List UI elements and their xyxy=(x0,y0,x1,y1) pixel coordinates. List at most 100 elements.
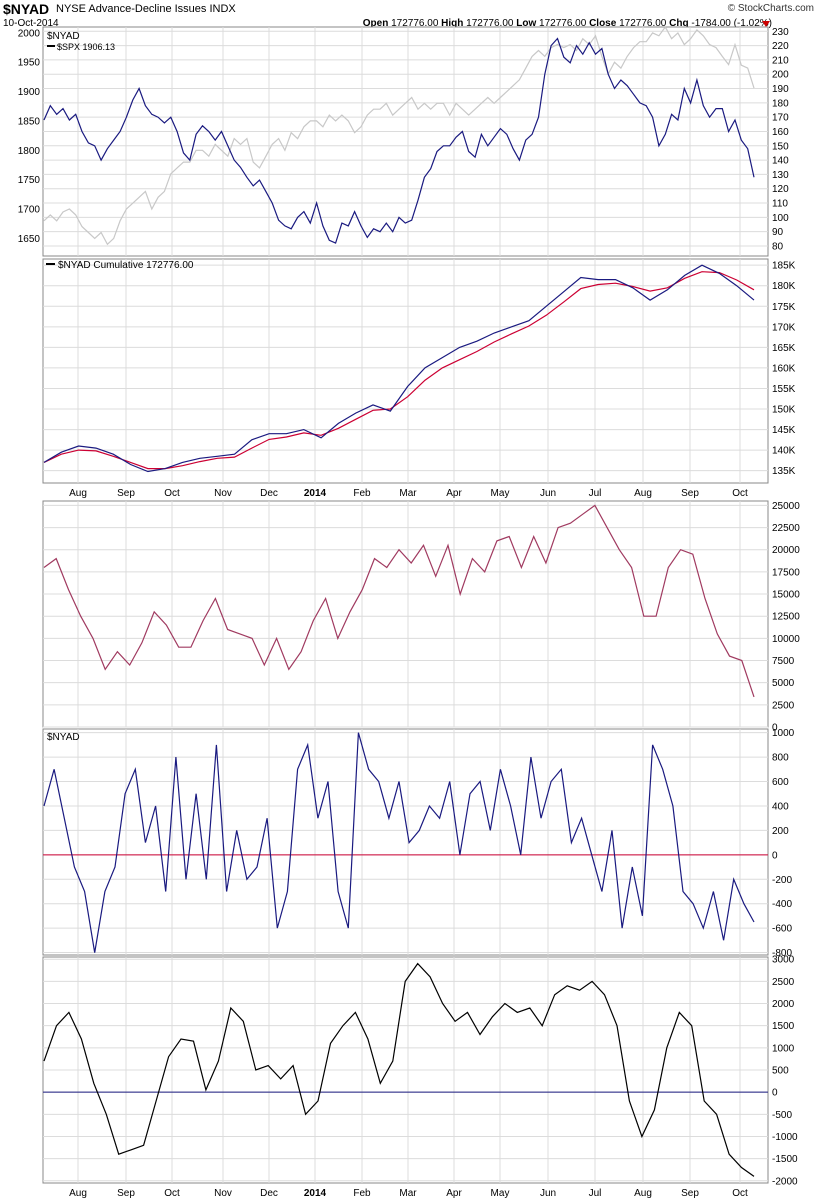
panel-2-x-tick-label: 2014 xyxy=(304,488,327,499)
panel-2-x-tick-label: May xyxy=(491,488,510,499)
panel-2-y-tick-label: 170K xyxy=(772,322,796,333)
panel-2-x-tick-label: Aug xyxy=(69,488,87,499)
panel-5-y-tick-label: 1500 xyxy=(772,1021,795,1032)
panel-5-x-tick-label: Aug xyxy=(69,1188,87,1199)
panel-5-x-tick-label: Sep xyxy=(681,1188,699,1199)
panel-1-y-right-tick-label: 110 xyxy=(772,199,788,210)
legend-nyad: $NYAD xyxy=(47,31,80,42)
panel-4-y-tick-label: -600 xyxy=(772,924,792,935)
panel-2-y-tick-label: 175K xyxy=(772,302,796,313)
panel-2-y-tick-label: 160K xyxy=(772,363,796,374)
panel-2-x-tick-label: Sep xyxy=(681,488,699,499)
open-value: 172776.00 xyxy=(391,18,439,29)
panel-1-y-left-tick-label: 1650 xyxy=(18,234,41,245)
panel-1-y-right-tick-label: 180 xyxy=(772,98,789,109)
panel-3-y-tick-label: 10000 xyxy=(772,634,800,645)
panel-3-y-tick-label: 25000 xyxy=(772,501,800,512)
panel-3-y-tick-label: 22500 xyxy=(772,523,800,534)
panel-5-y-tick-label: -500 xyxy=(772,1110,792,1121)
panel-3-y-tick-label: 0 xyxy=(772,723,778,734)
low-label: Low xyxy=(516,18,537,29)
panel-3-series-line xyxy=(43,504,755,698)
panel-1-y-left-tick-label: 1750 xyxy=(18,175,41,186)
panel-5-x-tick-label: Mar xyxy=(399,1188,417,1199)
panel-3-y-tick-label: 2500 xyxy=(772,700,795,711)
panel-4-y-tick-label: 800 xyxy=(772,753,789,764)
high-label: High xyxy=(441,18,464,29)
panel-2-x-tick-label: Feb xyxy=(353,488,371,499)
panel-1-y-left-tick-label: 1700 xyxy=(18,205,41,216)
panel-5-x-tick-label: Jul xyxy=(589,1188,602,1199)
panel-5-x-tick-label: Jun xyxy=(540,1188,556,1199)
panel-2-y-tick-label: 150K xyxy=(772,405,796,416)
high-value: 172776.00 xyxy=(466,18,514,29)
nyad-series-line xyxy=(43,37,755,244)
panel-5-x-tick-label: Feb xyxy=(353,1188,371,1199)
symbol-description: NYSE Advance-Decline Issues INDX xyxy=(56,3,236,15)
panel-2-x-tick-label: Mar xyxy=(399,488,417,499)
panel-1-y-left-tick-label: 2000 xyxy=(18,28,41,39)
panel-5-y-tick-label: 0 xyxy=(772,1088,778,1099)
legend-panel-4: $NYAD xyxy=(47,732,80,743)
panel-3-y-tick-label: 7500 xyxy=(772,656,795,667)
panel-2-x-tick-label: Jul xyxy=(589,488,602,499)
panel-1-y-right-tick-label: 90 xyxy=(772,227,784,238)
panel-3-frame xyxy=(42,500,769,728)
panel-1-y-right-tick-label: 190 xyxy=(772,84,789,95)
panel-2-y-tick-label: 180K xyxy=(772,281,796,292)
panel-1-y-right-tick-label: 210 xyxy=(772,55,789,66)
panel-5-y-tick-label: -1000 xyxy=(772,1132,798,1143)
panel-5-x-tick-label: Oct xyxy=(732,1188,748,1199)
legend-spx: $SPX 1906.13 xyxy=(57,42,115,52)
cumulative-line xyxy=(43,264,755,473)
panel-2-y-tick-label: 155K xyxy=(772,384,796,395)
panel-4-y-tick-label: 600 xyxy=(772,777,789,788)
panel-5-y-tick-label: -2000 xyxy=(772,1176,798,1187)
ohlc-readout: Open 172776.00 High 172776.00 Low 172776… xyxy=(363,18,772,29)
panel-3-y-tick-label: 12500 xyxy=(772,612,800,623)
panel-1-y-left-tick-label: 1850 xyxy=(18,116,41,127)
panel-1-y-right-tick-label: 120 xyxy=(772,184,789,195)
panel-2-y-tick-label: 135K xyxy=(772,466,796,477)
panel-2-y-tick-label: 145K xyxy=(772,425,796,436)
panel-1-y-right-tick-label: 100 xyxy=(772,213,789,224)
panel-5-y-tick-label: 1000 xyxy=(772,1043,795,1054)
panel-5-x-tick-label: Oct xyxy=(164,1188,180,1199)
down-triangle-icon xyxy=(762,21,770,27)
symbol: $NYAD xyxy=(3,1,50,17)
panel-1-y-right-tick-label: 170 xyxy=(772,113,789,124)
panel-1-y-right-tick-label: 80 xyxy=(772,241,784,252)
close-label: Close xyxy=(589,18,617,29)
panel-5-x-tick-label: Dec xyxy=(260,1188,278,1199)
panel-5-x-tick-label: Nov xyxy=(214,1188,232,1199)
panel-3-y-tick-label: 15000 xyxy=(772,590,800,601)
panel-5-y-tick-label: 2500 xyxy=(772,977,795,988)
panel-1-y-left-tick-label: 1950 xyxy=(18,58,41,69)
panel-5-y-tick-label: -1500 xyxy=(772,1154,798,1165)
panel-1-y-right-tick-label: 140 xyxy=(772,156,789,167)
panel-4-y-tick-label: -200 xyxy=(772,875,792,886)
open-label: Open xyxy=(362,18,389,29)
chart-header: $NYAD NYSE Advance-Decline Issues INDX 1… xyxy=(0,0,820,34)
panel-2-frame xyxy=(42,258,769,484)
panel-5-y-tick-label: 2000 xyxy=(772,999,795,1010)
panel-3-y-tick-label: 20000 xyxy=(772,545,800,556)
panel-1-y-right-tick-label: 130 xyxy=(772,170,789,181)
panel-2-x-tick-label: Dec xyxy=(260,488,278,499)
panel-3-y-tick-label: 17500 xyxy=(772,567,800,578)
panel-1-frame xyxy=(42,26,769,257)
panel-1-y-left-tick-label: 1800 xyxy=(18,146,41,157)
panel-2-x-tick-label: Nov xyxy=(214,488,232,499)
panel-5-x-tick-label: 2014 xyxy=(304,1188,327,1199)
panel-4-y-tick-label: 0 xyxy=(772,850,778,861)
panel-2-y-tick-label: 165K xyxy=(772,343,796,354)
panel-4-y-tick-label: -800 xyxy=(772,948,792,959)
panel-2-y-tick-label: 140K xyxy=(772,446,796,457)
panel-2-x-tick-label: Jun xyxy=(540,488,556,499)
panel-1-y-right-tick-label: 150 xyxy=(772,141,789,152)
chg-value: -1784.00 (-1.02%) xyxy=(691,18,772,29)
panel-1-y-right-tick-label: 220 xyxy=(772,41,789,52)
panel-4-frame xyxy=(42,728,769,956)
panel-2-y-tick-label: 185K xyxy=(772,261,796,272)
panel-2-x-tick-label: Oct xyxy=(164,488,180,499)
